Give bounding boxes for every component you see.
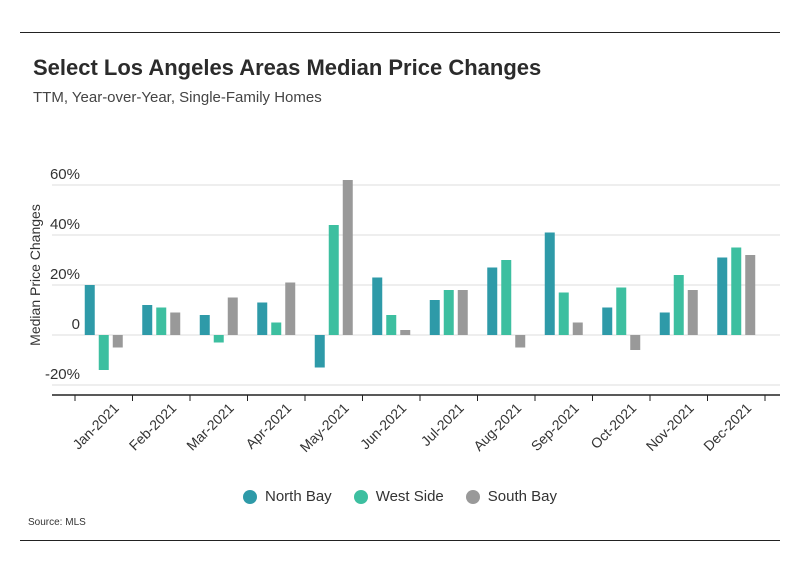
y-tick-label: 20% <box>50 266 80 283</box>
bar-west-side-jul-2021 <box>443 290 454 335</box>
x-tick-label: Apr-2021 <box>242 400 294 452</box>
bar-west-side-nov-2021 <box>673 275 684 335</box>
bar-chart: 60% 40% 20% 0 -20% Median Price Changes Jan-20… <box>27 166 780 455</box>
bar-north-bay-may-2021 <box>314 335 325 368</box>
bar-north-bay-oct-2021 <box>602 307 613 335</box>
bar-south-bay-jun-2021 <box>400 330 411 335</box>
bar-west-side-may-2021 <box>328 225 339 335</box>
x-tick-label: Jan-2021 <box>69 400 122 453</box>
bar-north-bay-jun-2021 <box>372 277 383 335</box>
legend-item-west-side: West Side <box>353 488 444 505</box>
legend-swatch <box>353 489 368 504</box>
x-tick-label: Sep-2021 <box>528 400 582 454</box>
y-tick-label: 60% <box>50 166 80 183</box>
bar-west-side-aug-2021 <box>501 260 512 335</box>
legend-item-north-bay: North Bay <box>242 488 332 505</box>
y-tick-label: 40% <box>50 216 80 233</box>
x-tick-label: Aug-2021 <box>470 400 524 454</box>
y-tick-label: 0 <box>72 316 80 333</box>
bar-north-bay-jul-2021 <box>429 300 440 335</box>
bar-south-bay-jul-2021 <box>457 290 468 335</box>
bar-south-bay-mar-2021 <box>227 297 238 335</box>
bar-north-bay-nov-2021 <box>659 312 670 335</box>
bar-south-bay-dec-2021 <box>745 255 756 335</box>
bar-north-bay-dec-2021 <box>717 257 728 335</box>
bar-west-side-mar-2021 <box>213 335 224 343</box>
bar-west-side-jun-2021 <box>386 315 397 335</box>
top-rule <box>20 32 780 33</box>
bar-south-bay-may-2021 <box>342 180 353 335</box>
x-tick-label: Mar-2021 <box>183 400 237 454</box>
bar-north-bay-mar-2021 <box>199 315 210 335</box>
bar-north-bay-jan-2021 <box>84 285 95 335</box>
x-tick-label: Nov-2021 <box>643 400 697 454</box>
legend-label: North Bay <box>264 488 332 505</box>
x-tick-label: May-2021 <box>297 400 352 455</box>
y-tick-label: -20% <box>45 366 80 383</box>
legend-swatch <box>242 489 257 504</box>
x-tick-label: Oct-2021 <box>587 400 639 452</box>
x-tick-label: Dec-2021 <box>700 400 754 454</box>
bar-south-bay-feb-2021 <box>170 312 181 335</box>
bar-north-bay-sep-2021 <box>544 232 555 335</box>
source-note: Source: MLS <box>28 517 86 528</box>
bar-west-side-jan-2021 <box>98 335 109 370</box>
bar-north-bay-feb-2021 <box>142 305 153 335</box>
y-axis-title: Median Price Changes <box>27 204 43 346</box>
bar-west-side-oct-2021 <box>616 287 627 335</box>
bar-south-bay-jan-2021 <box>112 335 123 348</box>
chart-title: Select Los Angeles Areas Median Price Ch… <box>33 55 542 80</box>
legend-label: West Side <box>375 488 444 505</box>
chart-subtitle: TTM, Year-over-Year, Single-Family Homes <box>33 89 322 106</box>
bar-west-side-sep-2021 <box>558 292 569 335</box>
legend-swatch <box>465 489 480 504</box>
bar-north-bay-aug-2021 <box>487 267 498 335</box>
bar-west-side-feb-2021 <box>156 307 167 335</box>
bar-west-side-dec-2021 <box>731 247 742 335</box>
bar-north-bay-apr-2021 <box>257 302 268 335</box>
x-tick-label: Jul-2021 <box>418 400 467 449</box>
bar-south-bay-aug-2021 <box>515 335 526 348</box>
bar-west-side-apr-2021 <box>271 322 282 335</box>
legend: North Bay West Side South Bay <box>0 488 800 505</box>
x-tick-label: Feb-2021 <box>126 400 180 454</box>
bar-south-bay-sep-2021 <box>572 322 583 335</box>
bar-south-bay-nov-2021 <box>687 290 698 335</box>
legend-item-south-bay: South Bay <box>465 488 557 505</box>
x-tick-label: Jun-2021 <box>357 400 410 453</box>
bar-south-bay-apr-2021 <box>285 282 296 335</box>
bar-south-bay-oct-2021 <box>630 335 641 350</box>
bottom-rule <box>20 540 780 541</box>
legend-label: South Bay <box>487 488 557 505</box>
